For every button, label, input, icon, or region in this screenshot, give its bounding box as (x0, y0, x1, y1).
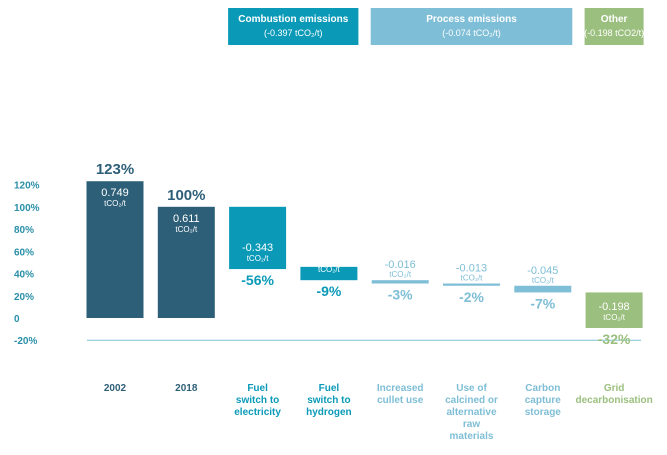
group-headers: Combustion emissions (-0.397 tCO₂/t) Proce… (228, 8, 644, 45)
category-label: storage (525, 407, 562, 418)
bar-value-label: -0.198 (598, 301, 629, 313)
bar-value-label: -0.013 (456, 263, 487, 275)
bar-unit-label: tCO₂/t (104, 199, 127, 208)
y-axis: 120% 100% 80% 60% 40% 20% 0 -20% (14, 181, 641, 347)
group-header-title: Process emissions (426, 14, 517, 25)
y-tick-label: 20% (14, 292, 34, 303)
bar (300, 266, 358, 281)
group-header-box (584, 8, 644, 45)
category-label: decarbonisation (575, 395, 652, 406)
y-tick-label: -20% (14, 336, 37, 347)
bar-percent-label: -9% (316, 283, 341, 299)
bar (86, 181, 144, 318)
bar-percent-label: -7% (530, 295, 555, 311)
y-tick-label: 40% (14, 270, 34, 281)
bar-value-label: -0.045 (527, 265, 558, 277)
bar-percent-label: -32% (598, 331, 631, 347)
y-tick-label: 80% (14, 225, 34, 236)
bar (585, 292, 643, 329)
group-header-box (370, 8, 573, 45)
category-label: cullet use (377, 395, 424, 406)
category-label: hydrogen (306, 407, 352, 418)
category-label: calcined or (445, 395, 498, 406)
category-label: alternative (446, 407, 496, 418)
category-label: 2018 (175, 383, 198, 394)
bar (443, 283, 500, 286)
bar-unit-label: tCO₂/t (461, 274, 484, 283)
group-header-box (228, 8, 359, 45)
bar (157, 206, 215, 318)
category-label: capture (525, 395, 562, 406)
bars (86, 181, 643, 329)
group-header-subtitle: (-0.198 tCO2/t) (584, 28, 644, 38)
category-label: Fuel (247, 383, 268, 394)
category-label: switch to (236, 395, 279, 406)
bar-value-label: -0.343 (242, 242, 273, 254)
bar-unit-label: tCO₂/t (532, 276, 555, 285)
bar-percent-label: -56% (241, 272, 274, 288)
bar-value-label: 0.749 (101, 187, 129, 199)
bar-unit-label: tCO₂/t (389, 270, 412, 279)
bar-value-label: 0.611 (173, 213, 200, 225)
category-label: Fuel (319, 383, 340, 394)
y-tick-label: 60% (14, 247, 34, 258)
bar (371, 280, 429, 284)
group-header-title: Combustion emissions (238, 14, 348, 25)
category-label: electricity (234, 407, 281, 418)
category-label: Use of (456, 383, 487, 394)
category-label: materials (450, 431, 494, 442)
group-header-subtitle: (-0.074 tCO₂/t) (442, 28, 501, 38)
y-tick-label: 0 (14, 314, 20, 325)
bar-percent-label: 100% (167, 187, 205, 204)
bar-value-label: -0.054 (313, 253, 344, 265)
category-label: raw (463, 419, 480, 430)
bar-unit-label: tCO₂/t (603, 313, 626, 322)
bar-percent-label: -2% (459, 289, 484, 305)
bar (229, 206, 287, 270)
category-label: Increased (377, 383, 424, 394)
bar-percent-label: 123% (96, 161, 134, 178)
bar (514, 285, 572, 293)
bar-value-label: -0.016 (385, 259, 416, 271)
group-header-subtitle: (-0.397 tCO₂/t) (264, 28, 323, 38)
category-label: 2002 (104, 383, 127, 394)
bar-percent-label: -3% (388, 287, 413, 303)
category-label: Grid (604, 383, 625, 394)
category-label: Carbon (525, 383, 560, 394)
y-tick-label: 100% (14, 203, 40, 214)
bar-unit-label: tCO₂/t (175, 225, 198, 234)
group-header-title: Other (601, 14, 628, 25)
bar-unit-label: tCO₂/t (318, 265, 341, 274)
category-label: switch to (307, 395, 350, 406)
bar-unit-label: tCO₂/t (247, 254, 270, 263)
y-tick-label: 120% (14, 181, 40, 192)
